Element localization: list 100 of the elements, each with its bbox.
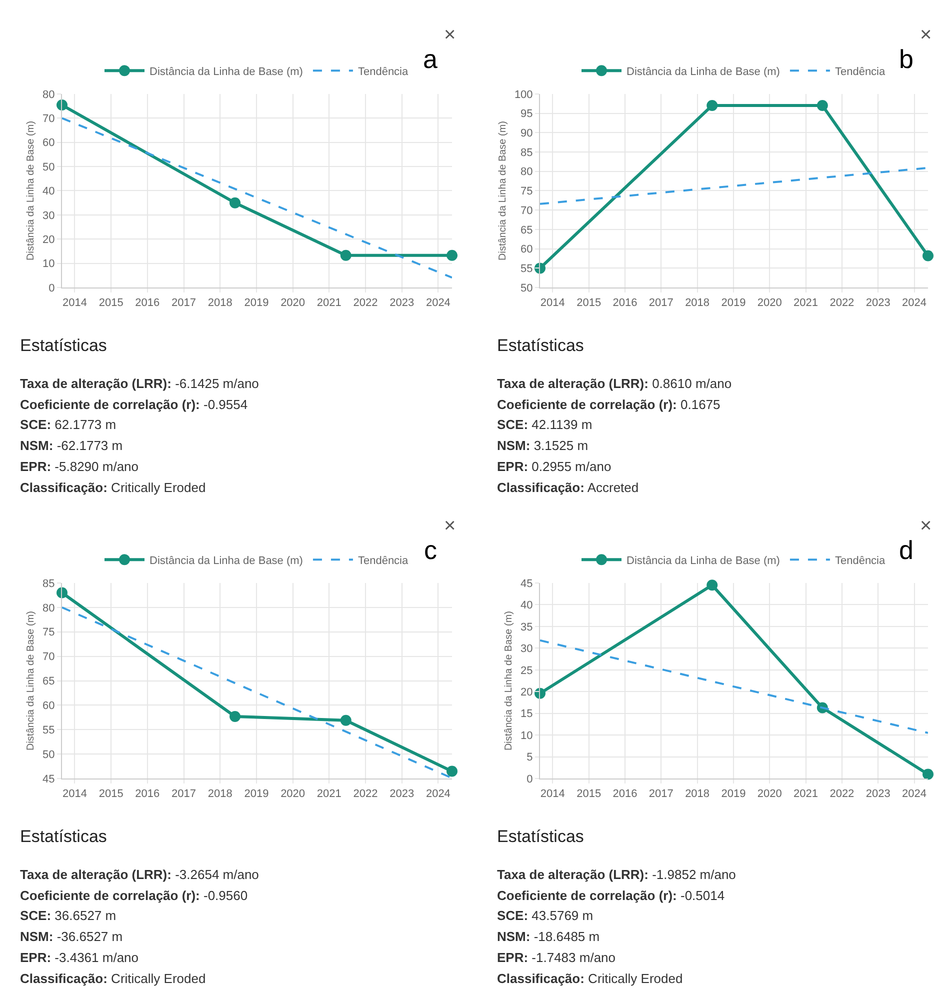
y-tick-label: 50 (42, 161, 55, 174)
y-tick-label: 60 (520, 244, 533, 256)
legend-label: Distância da Linha de Base (m) (626, 554, 780, 567)
y-tick-label: 45 (520, 578, 533, 590)
x-tick-label: 2022 (830, 296, 854, 309)
x-tick-label: 2015 (576, 296, 602, 309)
text: Classificação: Critically Eroded (20, 480, 206, 495)
y-tick-label: 95 (520, 108, 533, 120)
y-tick-label: 75 (520, 186, 533, 198)
y-tick-label: 20 (42, 234, 55, 246)
point (816, 100, 828, 112)
x-tick-label: 2021 (316, 788, 342, 800)
x-tick-label: 2015 (576, 788, 602, 800)
y-tick-label: 75 (42, 626, 55, 639)
x-tick-label: 2016 (612, 296, 638, 309)
y-tick-label: 55 (42, 724, 55, 737)
text: SCE: 62.1773 m (20, 417, 116, 432)
x-tick-label: 2015 (98, 788, 124, 800)
x-tick-label: 2024 (902, 788, 926, 800)
text: Estatísticas (497, 336, 584, 355)
text: SCE: 42.1139 m (497, 417, 592, 432)
y-tick-label: 80 (42, 88, 55, 101)
x-tick-label: 2021 (794, 788, 818, 800)
x-tick-label: 2014 (62, 296, 87, 309)
y-tick-label: 15 (520, 708, 533, 720)
text: Taxa de alteração (LRR): -3.2654 m/ano (20, 867, 259, 882)
x-tick-label: 2017 (172, 788, 196, 800)
x-tick-label: 2014 (540, 788, 565, 800)
text: Coeficiente de correlação (r): -0.9554 (20, 397, 248, 412)
x-tick-label: 2023 (390, 296, 414, 309)
y-tick-label: 50 (520, 282, 533, 294)
y-tick-label: 70 (42, 651, 55, 664)
x-tick-label: 2024 (426, 788, 450, 800)
x-tick-label: 2020 (280, 788, 306, 800)
text: EPR: -1.7483 m/ano (497, 950, 616, 965)
y-tick-label: 80 (42, 602, 55, 614)
x-tick-label: 2021 (316, 296, 342, 309)
y-tick-label: 65 (520, 224, 533, 236)
point (706, 580, 718, 591)
point (446, 766, 458, 777)
text: Classificação: Critically Eroded (20, 971, 206, 986)
text: NSM: -18.6485 m (497, 929, 600, 944)
text: NSM: 3.1525 m (497, 438, 588, 453)
legend-label: Distância da Linha de Base (m) (150, 554, 303, 567)
y-tick-label: 60 (42, 700, 55, 712)
text: a (423, 44, 438, 74)
legend-label: Tendência (358, 66, 409, 78)
y-tick-label: 45 (42, 773, 55, 786)
text: Estatísticas (497, 827, 584, 846)
y-tick-label: 35 (520, 621, 533, 634)
x-tick-label: 2018 (685, 296, 710, 309)
legend-label: Distância da Linha de Base (m) (150, 66, 303, 78)
y-tick-label: 90 (520, 127, 533, 140)
text: NSM: -62.1773 m (20, 438, 123, 453)
x-tick-label: 2017 (172, 296, 196, 309)
legend-label: Tendência (834, 66, 886, 78)
text: Taxa de alteração (LRR): -6.1425 m/ano (20, 376, 259, 391)
text: × (920, 515, 932, 537)
y-axis-title: Distância da Linha de Base (m) (504, 611, 515, 751)
y-tick-label: 85 (42, 578, 55, 590)
x-tick-label: 2022 (830, 788, 854, 800)
text: Coeficiente de correlação (r): -0.5014 (497, 888, 725, 903)
y-tick-label: 30 (520, 643, 533, 656)
text: Estatísticas (20, 336, 107, 355)
y-tick-label: 55 (520, 263, 533, 276)
text: SCE: 36.6527 m (20, 908, 116, 923)
x-tick-label: 2017 (648, 788, 674, 800)
x-tick-label: 2017 (648, 296, 674, 309)
point (446, 250, 458, 261)
x-tick-label: 2014 (540, 296, 565, 309)
text: b (899, 44, 914, 74)
text: Coeficiente de correlação (r): 0.1675 (497, 397, 720, 412)
y-tick-label: 85 (520, 146, 533, 159)
y-tick-label: 25 (520, 664, 533, 677)
y-tick-label: 70 (42, 112, 55, 125)
point (230, 710, 241, 722)
y-tick-label: 20 (520, 686, 533, 698)
legend-label: Distância da Linha de Base (m) (626, 66, 780, 78)
y-axis-title: Distância da Linha de Base (m) (497, 120, 508, 261)
x-tick-label: 2016 (612, 788, 638, 800)
point (922, 250, 934, 262)
x-tick-label: 2021 (794, 296, 818, 309)
x-tick-label: 2020 (757, 296, 782, 309)
text: Classificação: Critically Eroded (497, 971, 683, 986)
text: NSM: -36.6527 m (20, 929, 123, 944)
x-tick-label: 2016 (135, 296, 160, 309)
point (340, 250, 352, 261)
text: Coeficiente de correlação (r): -0.9560 (20, 888, 248, 903)
y-tick-label: 50 (42, 748, 55, 761)
text: d (899, 535, 914, 565)
x-tick-label: 2024 (426, 296, 450, 309)
point (340, 714, 352, 726)
text: × (920, 24, 932, 46)
x-tick-label: 2018 (208, 296, 232, 309)
x-tick-label: 2014 (62, 788, 87, 800)
y-tick-label: 100 (514, 88, 533, 101)
y-axis-title: Distância da Linha de Base (m) (26, 611, 37, 751)
x-tick-label: 2023 (866, 788, 890, 800)
text: EPR: -5.8290 m/ano (20, 459, 139, 474)
y-tick-label: 30 (42, 210, 55, 222)
